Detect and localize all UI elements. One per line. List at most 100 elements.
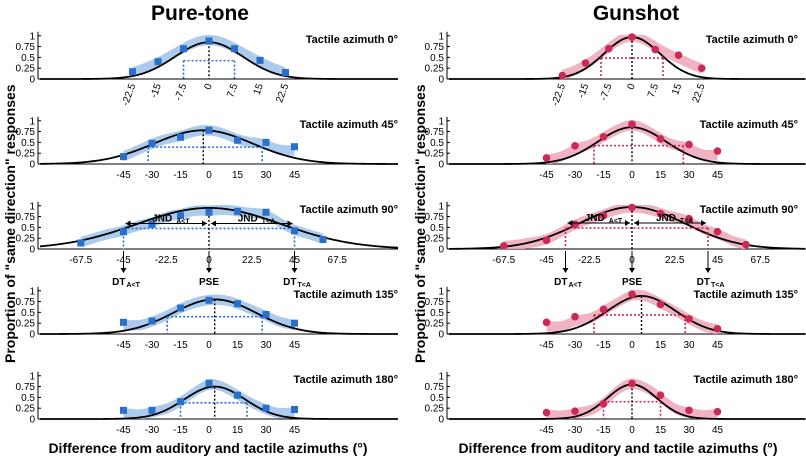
dt-subscript: A<T: [569, 282, 583, 289]
jnd-left-label: JND: [585, 213, 605, 224]
x-tick-label: 30: [260, 170, 272, 181]
confidence-band: [503, 204, 746, 249]
x-tick-label: 0: [629, 425, 635, 436]
panel-label: Tactile azimuth 180°: [294, 374, 398, 386]
x-tick-label: 7.5: [646, 82, 661, 99]
data-point: [177, 212, 184, 220]
x-tick-label: 45: [712, 340, 724, 351]
arrow-head: [629, 268, 635, 273]
y-tick-label: 0.25: [16, 149, 36, 160]
y-tick-label: 0.25: [16, 234, 36, 245]
data-point: [628, 290, 636, 299]
data-point: [291, 319, 298, 327]
y-tick-label: 0: [438, 160, 444, 171]
data-point: [234, 207, 241, 215]
x-tick-label: -67.5: [492, 255, 515, 266]
data-point: [628, 120, 636, 129]
y-tick-label: 0: [29, 245, 35, 256]
y-tick-label: 0.75: [16, 382, 36, 393]
x-tick-label: 30: [683, 425, 695, 436]
data-point: [205, 379, 213, 387]
data-point: [599, 305, 608, 314]
y-tick-label: 0.25: [16, 319, 36, 330]
x-tick-label: -15: [576, 82, 591, 100]
data-point: [656, 391, 665, 400]
panel-label: Tactile azimuth 135°: [694, 289, 798, 301]
x-tick-label: -30: [568, 425, 583, 436]
y-tick-label: 1: [438, 116, 444, 127]
x-tick-label: -30: [145, 340, 160, 351]
x-tick-label: -15: [173, 340, 188, 351]
arrow-head: [206, 268, 212, 273]
y-tick-label: 0: [438, 245, 444, 256]
data-point: [542, 408, 551, 417]
fit-curve: [39, 207, 399, 249]
fit-curve: [449, 295, 805, 335]
left-x-axis-label: Difference from auditory and tactile azi…: [48, 440, 368, 456]
x-tick-label: 15: [232, 425, 244, 436]
data-point: [685, 315, 693, 323]
data-point: [742, 240, 750, 249]
data-point: [234, 391, 241, 399]
jnd-left-label: JND: [152, 213, 172, 224]
data-point: [120, 153, 127, 161]
x-tick-label: -45: [539, 170, 554, 181]
dt-subscript: T<A: [711, 282, 724, 289]
arrow-head: [625, 220, 630, 227]
data-point: [231, 45, 238, 53]
data-point: [571, 312, 579, 321]
confidence-band: [80, 204, 323, 248]
data-point: [177, 304, 184, 312]
x-tick-label: 0: [206, 425, 212, 436]
x-tick-label: -7.5: [598, 82, 614, 102]
data-point: [148, 220, 156, 228]
y-tick-label: 0.25: [425, 319, 445, 330]
x-tick-label: -45: [116, 170, 131, 181]
data-point: [129, 68, 136, 76]
x-tick-label: -22.5: [155, 255, 178, 266]
y-tick-label: 1: [29, 31, 35, 42]
y-tick-label: 1: [438, 286, 444, 297]
x-tick-label: 22.5: [242, 255, 262, 266]
dt-label: DT: [697, 277, 710, 288]
x-tick-label: 15: [655, 340, 667, 351]
data-point: [542, 236, 551, 245]
arrow-head: [567, 220, 573, 227]
gunshot-column: 00.250.50.751-22.5 -15 -7.5 0 7.5 15 22.5Tacti…: [425, 31, 806, 436]
dt-label: DT: [283, 277, 296, 288]
data-point: [282, 69, 289, 77]
data-point: [291, 405, 298, 413]
x-tick-label: -15: [149, 82, 164, 100]
arrow-head: [287, 220, 293, 227]
x-tick-label: 15: [232, 340, 244, 351]
data-point: [77, 239, 85, 247]
x-tick-label: -30: [145, 170, 160, 181]
data-point: [685, 406, 693, 415]
panel-label: Tactile azimuth 45°: [300, 119, 398, 131]
y-tick-label: 0.5: [430, 138, 444, 149]
y-tick-label: 1: [29, 116, 35, 127]
y-tick-label: 0.75: [425, 297, 445, 308]
y-tick-label: 0.5: [21, 393, 35, 404]
y-tick-label: 0.25: [425, 404, 445, 415]
jnd-right-label: JND: [238, 213, 258, 224]
data-point: [656, 300, 665, 309]
data-point: [205, 296, 213, 304]
data-point: [713, 325, 722, 333]
x-tick-label: 15: [252, 82, 266, 97]
data-point: [234, 136, 241, 144]
y-tick-label: 0.5: [430, 393, 444, 404]
x-tick-label: 22.5: [691, 82, 708, 104]
data-point: [262, 311, 270, 319]
y-tick-label: 0.5: [21, 308, 35, 319]
fit-curve: [39, 129, 399, 165]
x-tick-label: -15: [596, 170, 611, 181]
x-tick-label: -45: [539, 255, 554, 266]
data-point: [697, 64, 706, 72]
arrow-head: [701, 220, 706, 227]
fit-curve: [40, 41, 398, 80]
data-point: [180, 45, 187, 53]
dt-label: DT: [112, 277, 125, 288]
